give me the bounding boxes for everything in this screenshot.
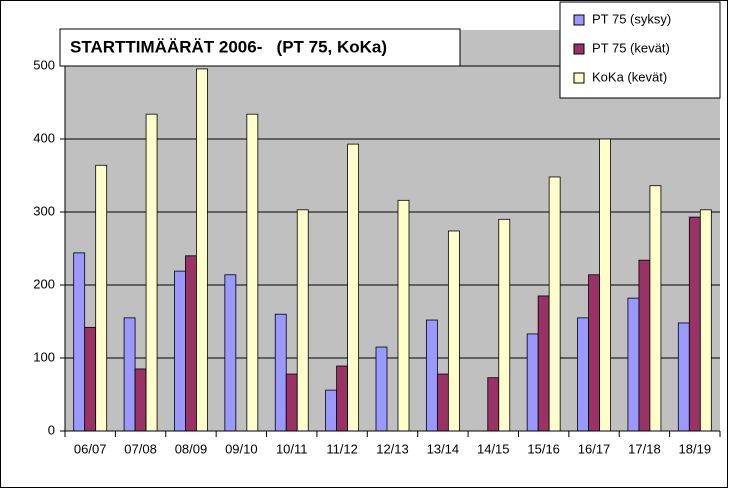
y-tick-label: 200 — [33, 276, 55, 291]
bar — [336, 365, 349, 432]
bar — [425, 319, 438, 432]
bar — [599, 138, 611, 432]
bar — [699, 209, 712, 432]
bar — [649, 185, 662, 432]
x-tick-label: 15/16 — [527, 441, 560, 456]
bar — [123, 317, 136, 432]
x-tick-label: 09/10 — [225, 441, 258, 456]
bar — [274, 313, 287, 432]
chart-title: STARTTIMÄÄRÄT 2006- (PT 75, KoKa) — [70, 37, 387, 56]
legend-swatch — [573, 14, 585, 26]
y-tick-label: 300 — [33, 203, 55, 218]
legend-label: KoKa (kevät) — [592, 69, 667, 84]
legend-swatch — [573, 43, 585, 55]
y-tick-label: 500 — [33, 57, 55, 72]
bar — [347, 143, 360, 432]
bar — [537, 295, 550, 432]
bar — [397, 199, 410, 432]
bar — [285, 373, 298, 432]
y-tick-label: 400 — [33, 130, 55, 145]
bar — [246, 113, 259, 432]
bar — [688, 216, 701, 432]
bar — [577, 317, 589, 432]
legend-swatch — [573, 72, 585, 84]
bar — [84, 326, 97, 432]
x-tick-label: 16/17 — [578, 441, 611, 456]
x-tick-label: 07/08 — [124, 441, 157, 456]
y-tick-label: 0 — [48, 422, 55, 437]
bar — [498, 218, 511, 432]
legend-label: PT 75 (syksy) — [592, 11, 671, 26]
bar — [134, 368, 147, 432]
bar — [325, 389, 338, 432]
bar — [174, 270, 186, 432]
x-tick-label: 06/07 — [74, 441, 107, 456]
bar — [296, 209, 309, 432]
bar — [548, 176, 561, 432]
y-tick-label: 100 — [33, 349, 55, 364]
bar — [638, 259, 651, 432]
bar — [73, 252, 86, 432]
bar — [677, 322, 690, 432]
x-tick-label: 13/14 — [427, 441, 460, 456]
x-tick-label: 12/13 — [376, 441, 409, 456]
x-tick-label: 10/11 — [276, 441, 308, 456]
legend-box — [559, 1, 721, 99]
bar — [196, 68, 208, 432]
x-tick-label: 08/09 — [175, 441, 208, 456]
bar — [487, 377, 500, 432]
bar — [526, 333, 539, 432]
bar — [145, 113, 158, 432]
x-tick-label: 14/15 — [477, 441, 510, 456]
bar — [447, 230, 460, 432]
title-box — [59, 28, 461, 67]
legend-label: PT 75 (kevät) — [592, 40, 670, 55]
x-tick-label: 17/18 — [628, 441, 661, 456]
bar — [627, 297, 640, 432]
x-tick-label: 18/19 — [679, 441, 712, 456]
bar — [224, 274, 237, 432]
bar — [185, 255, 197, 432]
x-tick-label: 11/12 — [326, 441, 358, 456]
bar — [375, 346, 388, 432]
bar — [588, 274, 600, 432]
bar — [95, 164, 108, 432]
bar — [436, 373, 449, 432]
